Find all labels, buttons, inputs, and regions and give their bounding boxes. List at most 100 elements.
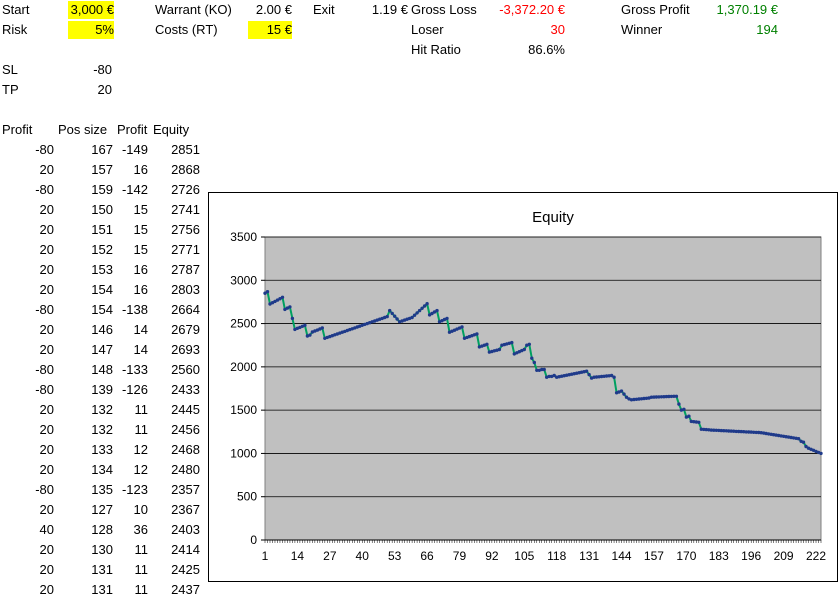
cell-profit[interactable]: 20	[39, 262, 54, 277]
gross-loss-value[interactable]: -3,372.20 €	[499, 2, 565, 17]
cell-profit[interactable]: 20	[39, 282, 54, 297]
cell-equity[interactable]: 2787	[171, 262, 200, 277]
cell-profit-net[interactable]: 10	[133, 502, 148, 517]
cell-profit-net[interactable]: -133	[121, 362, 148, 377]
cell-pos-size[interactable]: 152	[91, 242, 113, 257]
cell-pos-size[interactable]: 130	[91, 542, 113, 557]
cell-profit-net[interactable]: 15	[133, 202, 148, 217]
cell-pos-size[interactable]: 131	[91, 562, 113, 577]
sl-value[interactable]: -80	[93, 62, 112, 77]
cell-profit[interactable]: -80	[35, 302, 54, 317]
cell-equity[interactable]: 2433	[171, 382, 200, 397]
cell-profit-net[interactable]: 11	[134, 562, 149, 577]
cell-profit-net[interactable]: -138	[121, 302, 148, 317]
cell-pos-size[interactable]: 167	[91, 142, 113, 157]
cell-pos-size[interactable]: 157	[91, 162, 113, 177]
cell-profit[interactable]: 20	[39, 582, 54, 597]
costs-value[interactable]: 15 €	[248, 21, 292, 39]
cell-equity[interactable]: 2868	[171, 162, 200, 177]
cell-profit[interactable]: 20	[39, 402, 54, 417]
cell-pos-size[interactable]: 147	[91, 342, 113, 357]
cell-pos-size[interactable]: 132	[91, 402, 113, 417]
cell-profit-net[interactable]: 11	[134, 542, 149, 557]
cell-profit-net[interactable]: 16	[133, 162, 148, 177]
cell-profit-net[interactable]: 15	[133, 242, 148, 257]
cell-equity[interactable]: 2357	[171, 482, 200, 497]
cell-equity[interactable]: 2771	[171, 242, 200, 257]
cell-equity[interactable]: 2851	[171, 142, 200, 157]
cell-profit[interactable]: -80	[35, 482, 54, 497]
tp-value[interactable]: 20	[97, 82, 112, 97]
cell-equity[interactable]: 2726	[171, 182, 200, 197]
cell-equity[interactable]: 2741	[171, 202, 200, 217]
cell-pos-size[interactable]: 131	[91, 582, 113, 597]
hit-ratio-value[interactable]: 86.6%	[528, 42, 565, 57]
cell-pos-size[interactable]: 154	[91, 302, 113, 317]
cell-pos-size[interactable]: 148	[91, 362, 113, 377]
cell-equity[interactable]: 2445	[171, 402, 200, 417]
cell-equity[interactable]: 2456	[171, 422, 200, 437]
cell-pos-size[interactable]: 151	[91, 222, 113, 237]
cell-pos-size[interactable]: 153	[91, 262, 113, 277]
cell-profit[interactable]: 20	[39, 422, 54, 437]
winner-value[interactable]: 194	[756, 22, 778, 37]
cell-equity[interactable]: 2367	[171, 502, 200, 517]
cell-profit[interactable]: 20	[39, 242, 54, 257]
cell-equity[interactable]: 2756	[171, 222, 200, 237]
cell-profit-net[interactable]: -149	[121, 142, 148, 157]
cell-profit-net[interactable]: 36	[133, 522, 148, 537]
risk-value[interactable]: 5%	[68, 21, 114, 39]
cell-profit[interactable]: 20	[39, 542, 54, 557]
cell-pos-size[interactable]: 133	[91, 442, 113, 457]
cell-equity[interactable]: 2693	[171, 342, 200, 357]
cell-profit-net[interactable]: 14	[133, 342, 148, 357]
cell-equity[interactable]: 2425	[171, 562, 200, 577]
cell-profit[interactable]: 20	[39, 222, 54, 237]
cell-profit[interactable]: 20	[39, 502, 54, 517]
cell-profit[interactable]: 20	[39, 322, 54, 337]
cell-profit-net[interactable]: 11	[134, 402, 149, 417]
cell-equity[interactable]: 2403	[171, 522, 200, 537]
cell-profit[interactable]: 20	[39, 442, 54, 457]
cell-pos-size[interactable]: 150	[91, 202, 113, 217]
cell-equity[interactable]: 2468	[171, 442, 200, 457]
cell-pos-size[interactable]: 139	[91, 382, 113, 397]
cell-equity[interactable]: 2803	[171, 282, 200, 297]
warrant-value[interactable]: 2.00 €	[255, 2, 292, 17]
cell-pos-size[interactable]: 135	[91, 482, 113, 497]
cell-profit[interactable]: 20	[39, 562, 54, 577]
cell-pos-size[interactable]: 134	[91, 462, 113, 477]
cell-profit-net[interactable]: 15	[133, 222, 148, 237]
cell-profit[interactable]: 20	[39, 462, 54, 477]
cell-profit-net[interactable]: -123	[121, 482, 148, 497]
cell-profit[interactable]: 40	[39, 522, 54, 537]
cell-equity[interactable]: 2437	[171, 582, 200, 597]
cell-pos-size[interactable]: 127	[91, 502, 113, 517]
cell-profit-net[interactable]: 11	[134, 582, 149, 597]
cell-profit[interactable]: 20	[39, 342, 54, 357]
cell-profit[interactable]: -80	[35, 362, 54, 377]
cell-equity[interactable]: 2664	[171, 302, 200, 317]
gross-profit-value[interactable]: 1,370.19 €	[716, 2, 778, 17]
cell-profit[interactable]: -80	[35, 142, 54, 157]
cell-profit-net[interactable]: 16	[133, 262, 148, 277]
cell-profit-net[interactable]: 16	[133, 282, 148, 297]
cell-equity[interactable]: 2679	[171, 322, 200, 337]
cell-pos-size[interactable]: 128	[91, 522, 113, 537]
cell-profit[interactable]: -80	[35, 182, 54, 197]
cell-equity[interactable]: 2560	[171, 362, 200, 377]
start-value[interactable]: 3,000 €	[68, 1, 114, 19]
cell-pos-size[interactable]: 132	[91, 422, 113, 437]
cell-pos-size[interactable]: 159	[91, 182, 113, 197]
cell-profit-net[interactable]: -142	[121, 182, 148, 197]
cell-pos-size[interactable]: 154	[91, 282, 113, 297]
cell-equity[interactable]: 2414	[171, 542, 200, 557]
loser-value[interactable]: 30	[550, 22, 565, 37]
cell-profit[interactable]: 20	[39, 162, 54, 177]
cell-profit-net[interactable]: 12	[133, 462, 148, 477]
cell-profit-net[interactable]: -126	[121, 382, 148, 397]
cell-equity[interactable]: 2480	[171, 462, 200, 477]
cell-profit-net[interactable]: 12	[133, 442, 148, 457]
cell-profit-net[interactable]: 11	[134, 422, 149, 437]
cell-pos-size[interactable]: 146	[91, 322, 113, 337]
